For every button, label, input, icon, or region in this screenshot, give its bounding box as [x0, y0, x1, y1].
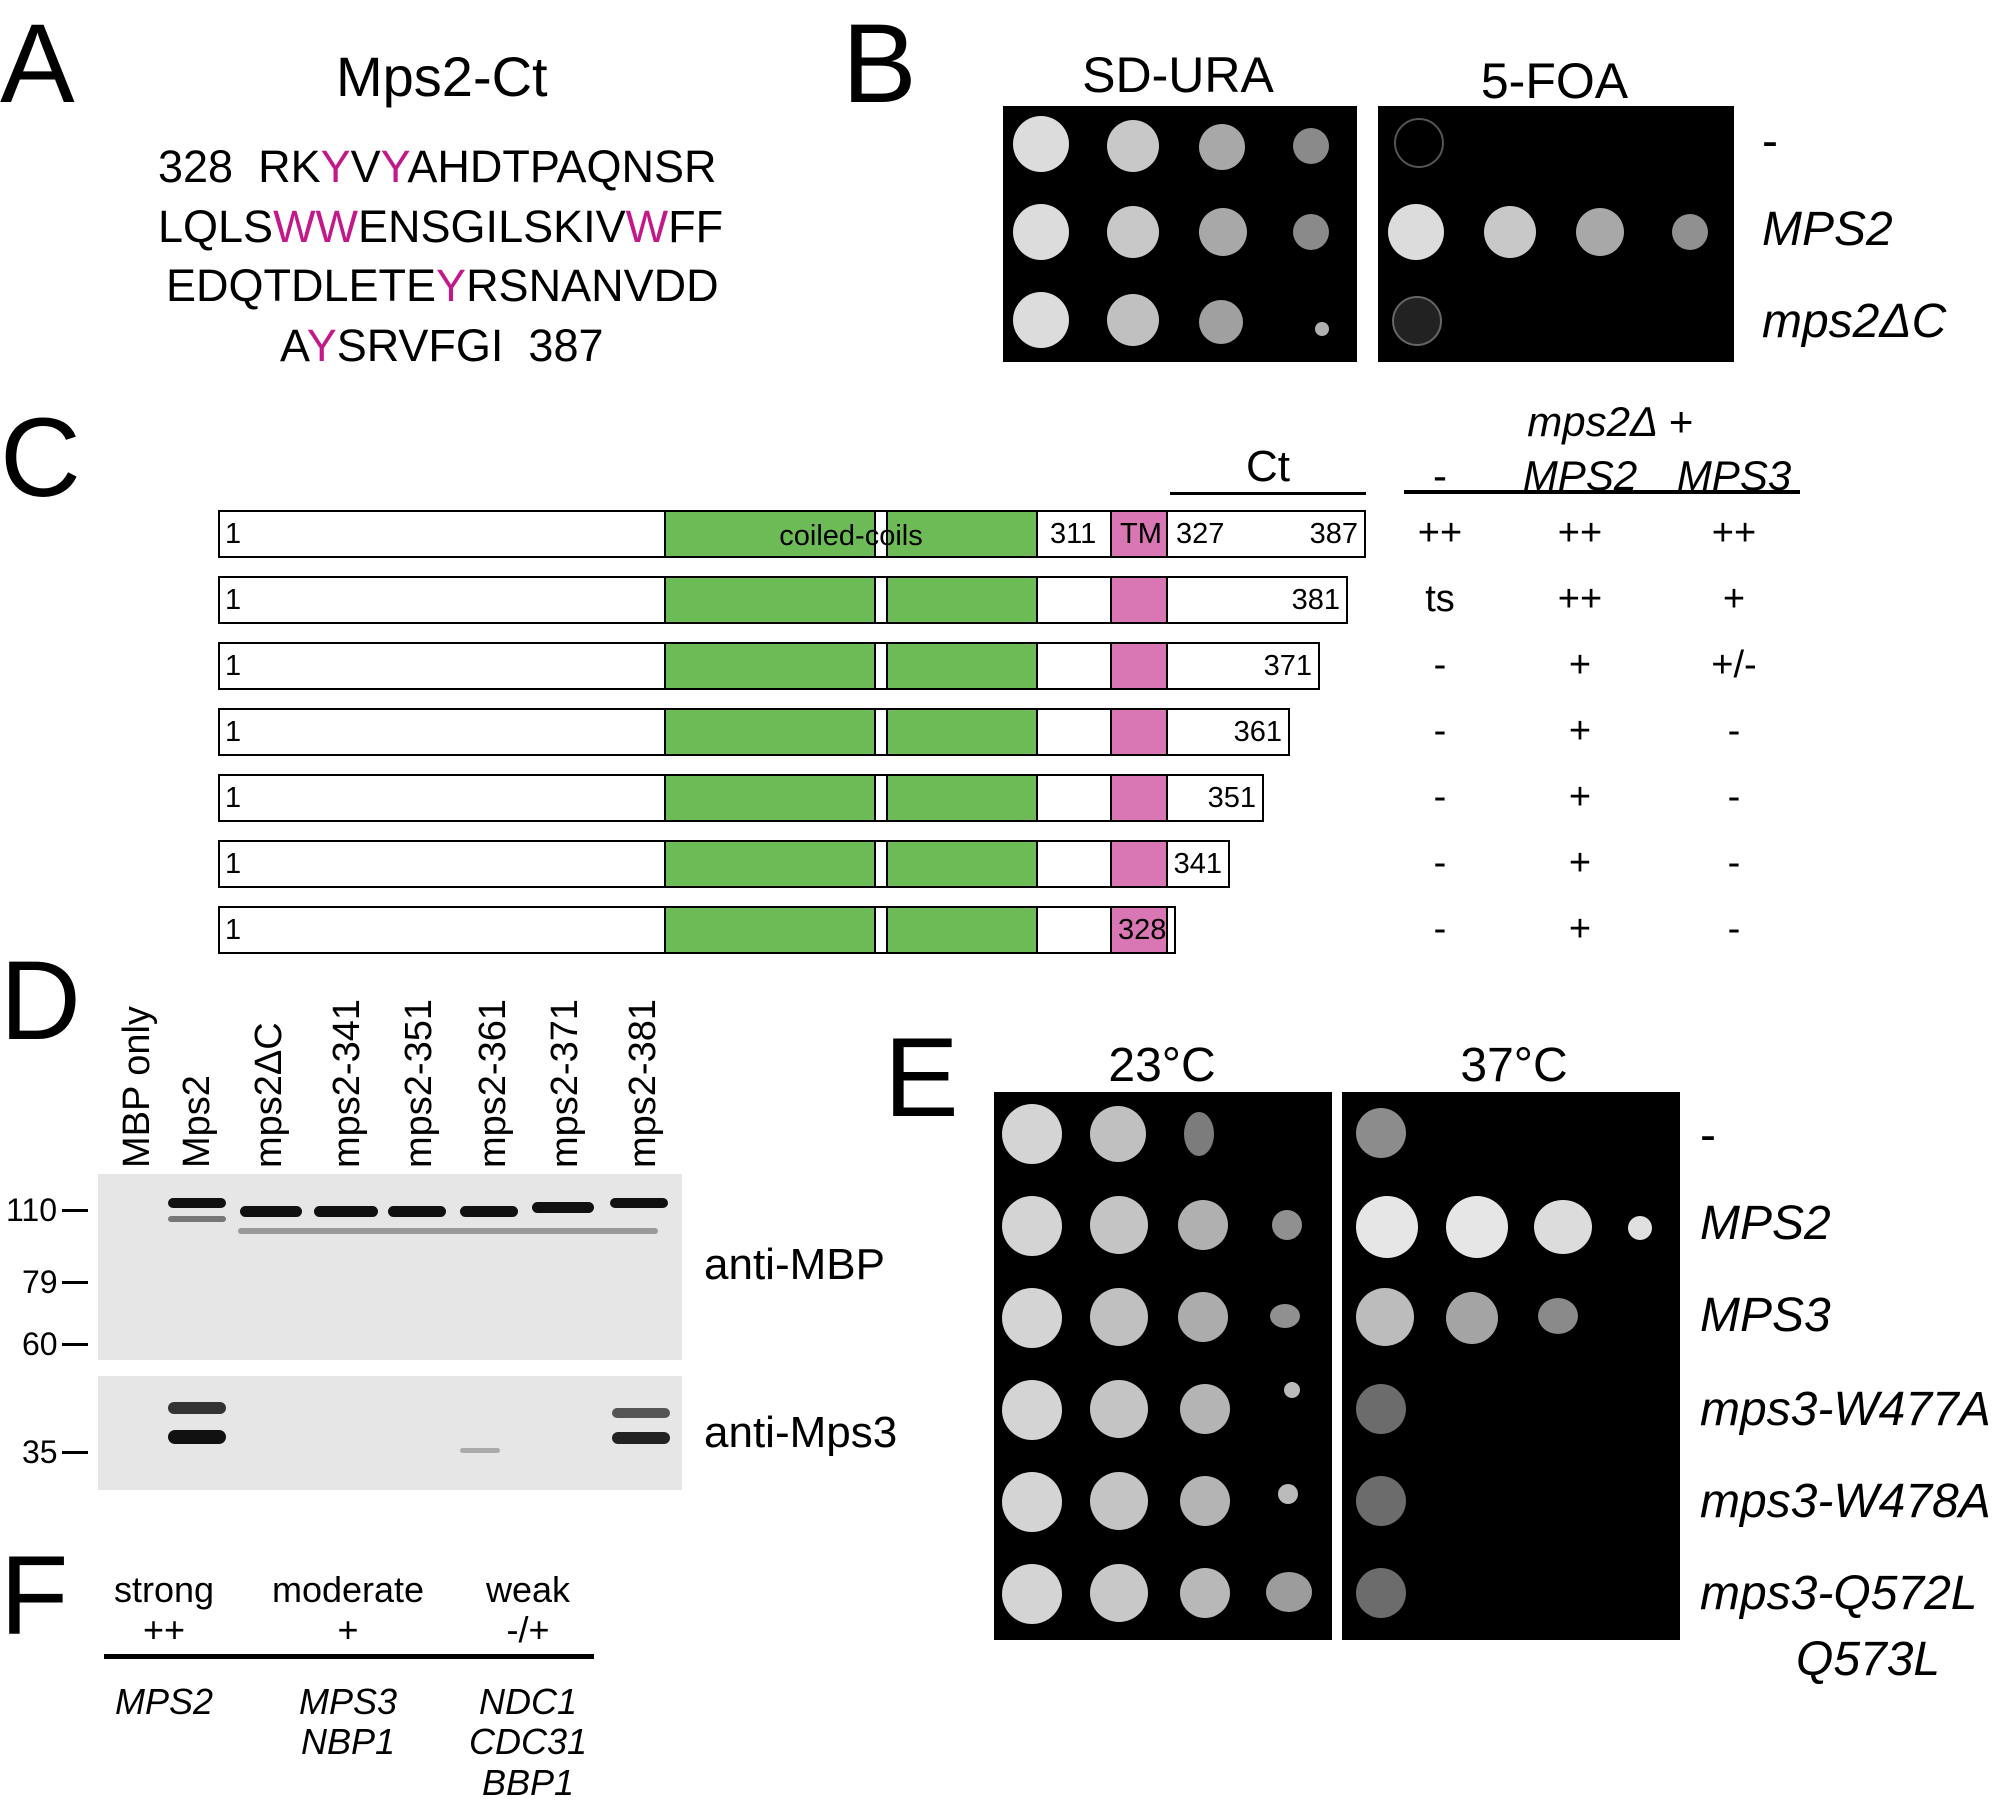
genes-strong: MPS2 [114, 1681, 214, 1722]
anti-mps3-blot [98, 1376, 682, 1490]
sd-ura-plate [1003, 106, 1357, 362]
mark-311: 311 [1050, 518, 1097, 550]
panel-a-title: Mps2-Ct [336, 45, 548, 108]
e-row-label-mps3: MPS3 [1700, 1289, 1831, 1342]
tm-label: TM [1120, 518, 1162, 550]
category-weak: weak -/+ [485, 1569, 571, 1651]
panel-d-letter: D [0, 938, 81, 1063]
plate-23c [994, 1092, 1332, 1640]
col-header-none: - [1433, 452, 1447, 499]
panel-a-letter: A [0, 1, 75, 126]
category-moderate: moderate + [271, 1569, 425, 1651]
plate-label-37c: 37°C [1460, 1039, 1568, 1092]
plate-37c [1342, 1092, 1680, 1640]
f-rule [104, 1654, 594, 1659]
construct-bar-341: 1 341 [218, 840, 1230, 888]
coiled-coils-label: coiled-coils [779, 520, 923, 552]
mw-79: 79 [22, 1264, 58, 1300]
anti-mbp-blot [98, 1174, 682, 1360]
e-row-label-q572l: mps3-Q572L [1700, 1567, 1978, 1620]
ct-underline [1170, 492, 1366, 495]
plate-label-5-foa: 5-FOA [1480, 53, 1629, 109]
construct-bar-351: 1 351 [218, 774, 1264, 822]
5-foa-plate [1378, 106, 1734, 362]
plate-label-sd-ura: SD-URA [1082, 47, 1274, 103]
mw-60: 60 [22, 1326, 58, 1362]
construct-bar-387: 1 coiled-coils 311 TM 327 387 [218, 510, 1366, 558]
construct-bar-381: 1 381 [218, 576, 1348, 624]
genes-moderate: MPS3 NBP1 [298, 1681, 398, 1763]
panel-b-letter: B [842, 1, 917, 126]
panel-e-letter: E [884, 1015, 959, 1140]
e-row-label-q573l: Q573L [1796, 1633, 1941, 1686]
plate-label-23c: 23°C [1108, 1039, 1216, 1092]
construct-bar-328: 1 328 [218, 906, 1176, 954]
panel-f-letter: F [0, 1533, 69, 1658]
header-mps2-delta: mps2Δ + [1527, 398, 1693, 445]
mw-110: 110 [6, 1192, 58, 1228]
label-anti-mps3: anti-Mps3 [704, 1408, 898, 1457]
e-row-label-mps2: MPS2 [1700, 1197, 1831, 1250]
e-row-label-empty: - [1700, 1109, 1716, 1162]
b-row-label-mps2: MPS2 [1762, 203, 1893, 256]
construct-bar-361: 1 361 [218, 708, 1290, 756]
ct-label: Ct [1246, 442, 1290, 491]
b-row-label-mps2dc: mps2ΔC [1762, 295, 1947, 348]
seq-start: 328 [158, 141, 234, 192]
header-rule [1404, 490, 1800, 494]
b-row-label-empty: - [1762, 115, 1778, 168]
construct-bar-371: 1 371 [218, 642, 1320, 690]
mark-327: 327 [1176, 518, 1225, 550]
e-row-label-w478a: mps3-W478A [1700, 1475, 1991, 1528]
label-anti-mbp: anti-MBP [704, 1240, 885, 1289]
seq-end: 387 [528, 320, 604, 371]
e-row-label-w477a: mps3-W477A [1700, 1383, 1991, 1436]
mw-35: 35 [22, 1434, 58, 1470]
genes-weak: NDC1 CDC31 BBP1 [468, 1681, 588, 1803]
category-strong: strong ++ [113, 1569, 215, 1651]
panel-c-letter: C [0, 395, 81, 520]
